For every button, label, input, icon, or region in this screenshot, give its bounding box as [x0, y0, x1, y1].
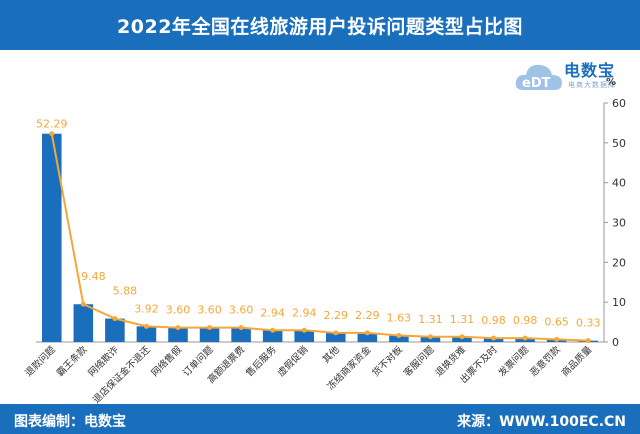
bar — [452, 336, 472, 342]
line-point — [364, 330, 370, 336]
data-label: 1.31 — [418, 313, 443, 326]
bar — [41, 133, 62, 342]
bar — [168, 327, 188, 342]
data-label: 52.29 — [36, 118, 68, 131]
y-tick-label: 10 — [612, 296, 626, 309]
brand-logo: eDT 电数宝 电商大数据库 % — [514, 56, 638, 96]
line-point — [80, 301, 86, 307]
line-point — [333, 330, 339, 336]
category-label: 其他 — [320, 343, 342, 365]
bar — [357, 332, 378, 342]
data-label: 0.65 — [544, 315, 569, 328]
line-point — [270, 327, 276, 333]
bar — [199, 327, 220, 342]
line-point — [175, 325, 181, 331]
y-tick-label: 60 — [612, 97, 626, 110]
line-point — [522, 335, 528, 341]
footer-source: 来源：WWW.100EC.CN — [457, 414, 626, 430]
category-label: 退店保证金不退还 — [90, 343, 153, 406]
line-point — [238, 325, 244, 331]
data-label: 3.60 — [197, 304, 222, 317]
data-label: 2.29 — [324, 309, 349, 322]
y-tick-label: 20 — [612, 256, 626, 269]
data-label: 1.31 — [450, 313, 475, 326]
category-label: 霸王条款 — [54, 343, 90, 379]
data-label: 3.60 — [166, 304, 191, 317]
bar — [294, 330, 315, 342]
footer-credit: 图表编制：电数宝 — [14, 414, 126, 430]
data-label: 2.29 — [355, 309, 380, 322]
data-label: 0.98 — [513, 314, 538, 327]
line-point — [585, 338, 591, 344]
bar — [105, 318, 125, 342]
data-label: 2.94 — [292, 306, 317, 319]
data-label: 9.48 — [81, 270, 106, 283]
y-tick-label: 40 — [612, 177, 626, 190]
category-label: 货不对板 — [370, 343, 406, 379]
bar — [262, 330, 283, 342]
data-label: 3.60 — [229, 304, 254, 317]
line-point — [143, 323, 149, 329]
category-label: 售后服务 — [243, 343, 279, 379]
cloud-logo-icon: eDT — [515, 64, 562, 91]
line-point — [491, 335, 497, 341]
data-label: 0.98 — [481, 314, 506, 327]
logo-mark: eDT — [522, 76, 551, 91]
data-label: 2.94 — [260, 306, 285, 319]
category-label: 退款问题 — [23, 343, 59, 379]
logo-subtitle: 电商大数据库 — [568, 81, 616, 89]
logo-brand: 电数宝 — [564, 61, 616, 80]
line-point — [459, 334, 465, 340]
category-label: 恶意罚款 — [527, 343, 563, 379]
y-tick-label: 0 — [612, 336, 619, 349]
line-point — [112, 316, 118, 322]
y-tick-label: 50 — [612, 137, 626, 150]
line-point — [396, 333, 402, 339]
data-label: 1.63 — [387, 312, 412, 325]
bar — [389, 335, 409, 342]
bar — [325, 332, 346, 342]
chart-title-banner: 2022年全国在线旅游用户投诉问题类型占比图 — [0, 0, 640, 50]
bar — [136, 326, 157, 342]
line-point — [49, 131, 55, 137]
category-label: 商品质量 — [559, 343, 595, 379]
unit-label: % — [606, 77, 617, 88]
chart-title: 2022年全国在线旅游用户投诉问题类型占比图 — [117, 15, 523, 38]
bar — [231, 327, 251, 342]
category-label: 发票问题 — [496, 343, 532, 379]
data-label: 3.92 — [134, 302, 159, 315]
category-label: 客服问题 — [401, 343, 437, 379]
line-point — [207, 325, 213, 331]
y-tick-label: 30 — [612, 217, 626, 230]
category-label: 虚假促销 — [275, 343, 311, 379]
category-label: 网络售假 — [149, 343, 185, 379]
line-point — [301, 327, 307, 333]
bar — [420, 336, 441, 342]
line-point — [554, 336, 560, 342]
data-label: 0.33 — [576, 317, 601, 330]
footer-banner: 图表编制：电数宝 来源：WWW.100EC.CN — [0, 404, 640, 434]
data-label: 5.88 — [113, 285, 138, 298]
series-line — [50, 133, 589, 342]
line-point — [427, 334, 433, 340]
bar — [73, 304, 94, 342]
